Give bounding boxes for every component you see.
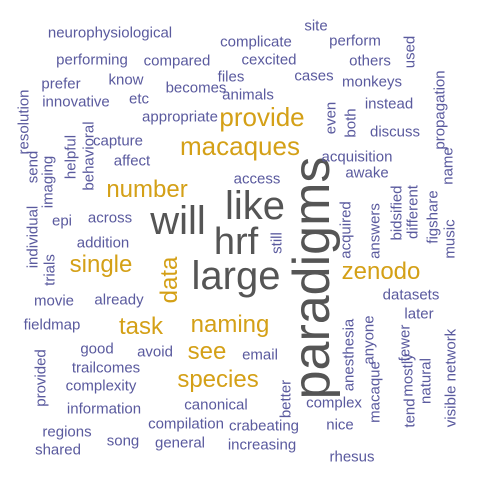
word: bidsified bbox=[388, 185, 406, 241]
word: perform bbox=[329, 32, 381, 50]
word: like bbox=[224, 184, 286, 228]
word: answers bbox=[366, 203, 384, 259]
word: movie bbox=[33, 292, 75, 310]
word: general bbox=[154, 434, 206, 452]
word: prefer bbox=[41, 75, 81, 93]
word: still bbox=[268, 232, 286, 254]
word: both bbox=[342, 108, 360, 138]
word: zenodo bbox=[341, 258, 421, 285]
word: performing bbox=[56, 51, 128, 69]
word: behavioral bbox=[80, 121, 98, 191]
word: send bbox=[24, 150, 42, 184]
word: good bbox=[80, 340, 114, 358]
word: resolution bbox=[15, 89, 33, 155]
word: macaque bbox=[366, 361, 384, 423]
word: better bbox=[277, 379, 295, 419]
word: later bbox=[404, 305, 434, 323]
word: trailcomes bbox=[71, 359, 141, 377]
word: appropriate bbox=[142, 108, 218, 126]
word: will bbox=[150, 199, 206, 243]
word: animals bbox=[222, 86, 274, 104]
word: complicate bbox=[220, 33, 292, 51]
word: species bbox=[177, 366, 259, 393]
word: fieldmap bbox=[23, 316, 81, 334]
word: propagation bbox=[431, 70, 449, 150]
word: imaging bbox=[39, 155, 57, 209]
word: cexcited bbox=[241, 51, 297, 69]
word: mostly bbox=[399, 353, 417, 397]
word: helpful bbox=[62, 134, 80, 180]
word: regions bbox=[42, 423, 92, 441]
word: naming bbox=[190, 311, 270, 338]
word: complex bbox=[306, 394, 362, 412]
word: paradigms bbox=[283, 156, 341, 400]
word: datasets bbox=[382, 286, 440, 304]
word: hrf bbox=[213, 221, 259, 263]
word: email bbox=[242, 346, 278, 364]
word: etc bbox=[128, 90, 150, 108]
word: provided bbox=[32, 349, 50, 407]
word: individual bbox=[24, 205, 42, 269]
word: anyone bbox=[360, 315, 378, 365]
word: epi bbox=[51, 212, 73, 230]
word: task bbox=[118, 313, 164, 340]
word: becomes bbox=[165, 79, 227, 97]
word: see bbox=[187, 338, 227, 365]
word: files bbox=[217, 68, 245, 86]
word: capture bbox=[92, 132, 144, 150]
word: name bbox=[439, 147, 457, 185]
word: tend bbox=[401, 398, 419, 428]
word: cases bbox=[294, 67, 334, 85]
word: large bbox=[191, 254, 281, 298]
word: song bbox=[106, 432, 140, 450]
word: addition bbox=[76, 234, 130, 252]
word: used bbox=[401, 35, 419, 69]
word: access bbox=[233, 170, 281, 188]
word: figshare bbox=[424, 190, 442, 244]
word: provide bbox=[219, 102, 305, 132]
word: discuss bbox=[369, 123, 421, 141]
word: information bbox=[66, 400, 142, 418]
word: affect bbox=[113, 152, 151, 170]
word: visible network bbox=[442, 328, 460, 428]
word: data bbox=[156, 256, 183, 304]
word: acquisition bbox=[321, 148, 393, 166]
word: know bbox=[108, 71, 144, 89]
word: canonical bbox=[184, 396, 248, 414]
word: compared bbox=[143, 52, 211, 70]
word: acquired bbox=[337, 201, 355, 259]
word: already bbox=[94, 291, 144, 309]
word: avoid bbox=[137, 343, 173, 361]
word: awake bbox=[345, 164, 389, 182]
word: macaques bbox=[180, 131, 300, 161]
word: natural bbox=[417, 358, 435, 404]
word: trials bbox=[41, 254, 59, 286]
word: site bbox=[304, 17, 328, 35]
word: instead bbox=[364, 95, 414, 113]
word: rhesus bbox=[329, 448, 375, 466]
word: neurophysiological bbox=[47, 24, 173, 42]
word: anesthesia bbox=[340, 318, 358, 392]
word: crabeating bbox=[228, 417, 300, 435]
word: increasing bbox=[227, 436, 297, 454]
word: monkeys bbox=[341, 73, 403, 91]
word: even bbox=[322, 101, 340, 135]
word: single bbox=[69, 251, 133, 278]
word: compilation bbox=[148, 415, 224, 433]
word: nice bbox=[326, 416, 354, 434]
word: different bbox=[404, 185, 422, 239]
word: music bbox=[441, 219, 459, 259]
word: number bbox=[106, 176, 188, 203]
word: across bbox=[87, 209, 133, 227]
word: innovative bbox=[42, 93, 110, 111]
word: shared bbox=[35, 441, 81, 459]
word: others bbox=[349, 52, 391, 70]
word: complexity bbox=[65, 377, 137, 395]
